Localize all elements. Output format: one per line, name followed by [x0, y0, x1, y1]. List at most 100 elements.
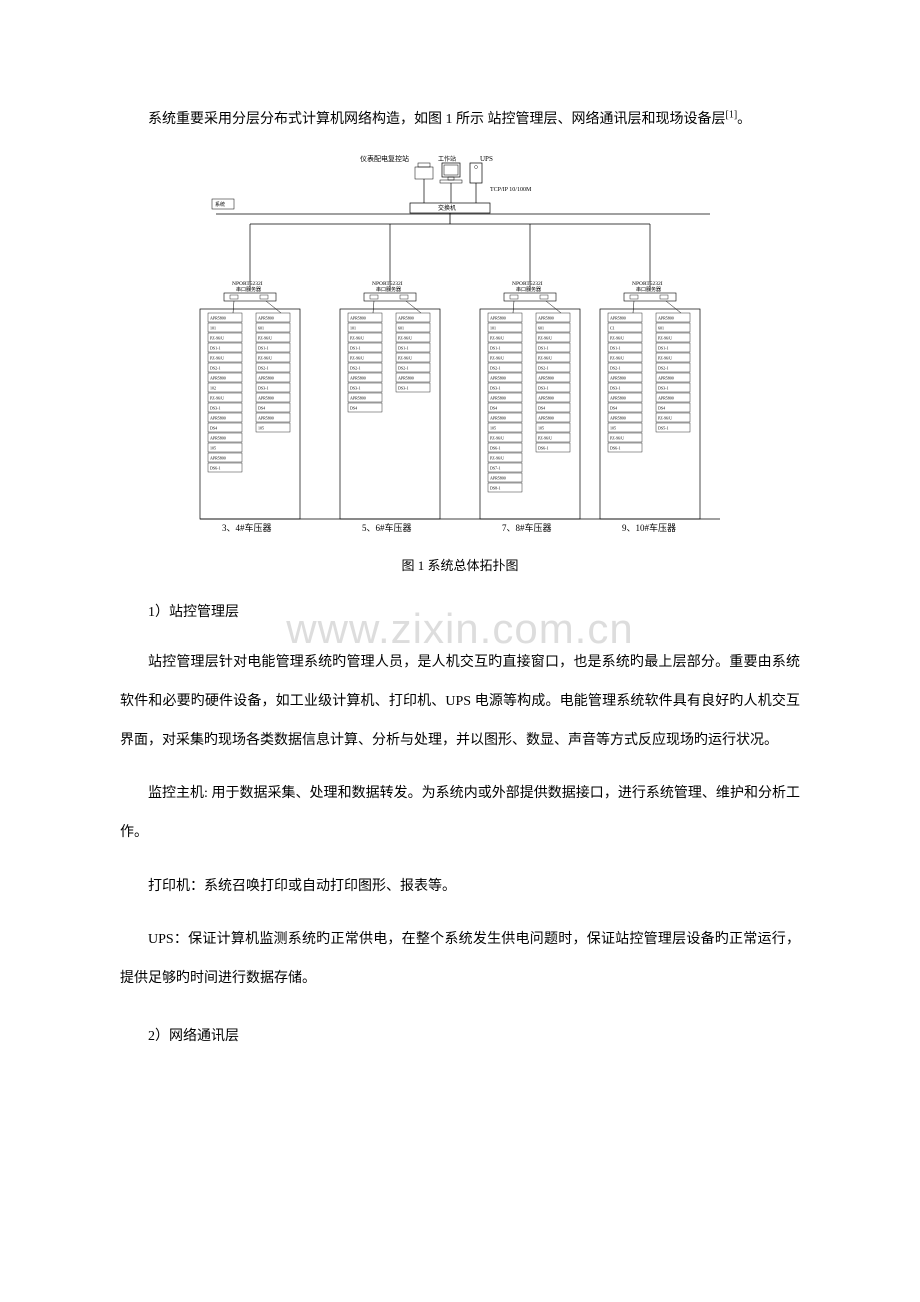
- svg-text:APR5800: APR5800: [210, 416, 226, 421]
- svg-text:5、6#车压器: 5、6#车压器: [362, 522, 412, 533]
- svg-text:DS3-1: DS3-1: [610, 386, 620, 391]
- svg-text:PZ-96/U: PZ-96/U: [538, 436, 552, 441]
- citation: [1]: [726, 109, 738, 120]
- svg-text:APR5800: APR5800: [258, 416, 274, 421]
- svg-text:PZ-96/U: PZ-96/U: [610, 336, 624, 341]
- intro-text-1: 系统重要采用分层分布式计算机网络构造，如图 1 所示 站控管理层、网络通讯层和现…: [148, 112, 726, 127]
- svg-text:DS3-1: DS3-1: [258, 386, 268, 391]
- svg-text:串口服务器: 串口服务器: [236, 286, 261, 293]
- svg-text:APR5800: APR5800: [490, 396, 506, 401]
- svg-text:APR5800: APR5800: [538, 316, 554, 321]
- svg-text:DS3-1: DS3-1: [350, 386, 360, 391]
- svg-text:APR5800: APR5800: [350, 396, 366, 401]
- svg-text:DS1-1: DS1-1: [490, 346, 500, 351]
- svg-text:102: 102: [210, 386, 216, 391]
- svg-text:APR5800: APR5800: [398, 316, 414, 321]
- svg-text:105: 105: [538, 426, 544, 431]
- diagram-svg: 仪表配电复控站 工作站 UPS TCP/IP 10/100M 系统 交换机 NP…: [180, 149, 740, 549]
- intro-text-2: 。: [737, 112, 751, 127]
- svg-text:PZ-96/U: PZ-96/U: [658, 416, 672, 421]
- svg-text:601: 601: [398, 326, 404, 331]
- svg-text:PZ-96/U: PZ-96/U: [398, 336, 412, 341]
- svg-text:DS3-1: DS3-1: [210, 406, 220, 411]
- svg-text:PZ-96/U: PZ-96/U: [658, 336, 672, 341]
- svg-text:TCP/IP 10/100M: TCP/IP 10/100M: [490, 187, 532, 193]
- svg-text:DS2-1: DS2-1: [538, 366, 548, 371]
- svg-text:PZ-96/U: PZ-96/U: [490, 336, 504, 341]
- svg-text:APR5800: APR5800: [210, 316, 226, 321]
- svg-text:105: 105: [210, 446, 216, 451]
- svg-text:105: 105: [610, 426, 616, 431]
- svg-text:NPORT5232I: NPORT5232I: [632, 281, 663, 287]
- svg-text:DS1-1: DS1-1: [398, 346, 408, 351]
- svg-text:PZ-96/U: PZ-96/U: [350, 336, 364, 341]
- svg-text:PZ-96/U: PZ-96/U: [490, 356, 504, 361]
- svg-text:NPORT5232I: NPORT5232I: [232, 281, 263, 287]
- svg-text:APR5800: APR5800: [490, 376, 506, 381]
- svg-text:105: 105: [258, 426, 264, 431]
- svg-text:PZ-96/U: PZ-96/U: [210, 396, 224, 401]
- svg-text:APR5800: APR5800: [610, 316, 626, 321]
- topology-diagram: 仪表配电复控站 工作站 UPS TCP/IP 10/100M 系统 交换机 NP…: [180, 149, 740, 574]
- svg-text:DS4: DS4: [490, 406, 497, 411]
- svg-text:DS4: DS4: [538, 406, 545, 411]
- svg-text:APR5800: APR5800: [258, 316, 274, 321]
- svg-text:7、8#车压器: 7、8#车压器: [502, 522, 552, 533]
- svg-text:DS4: DS4: [258, 406, 265, 411]
- svg-text:DS1-1: DS1-1: [538, 346, 548, 351]
- svg-text:串口服务器: 串口服务器: [376, 286, 401, 293]
- svg-text:DS7-1: DS7-1: [490, 466, 500, 471]
- svg-text:APR5800: APR5800: [538, 376, 554, 381]
- svg-text:105: 105: [490, 426, 496, 431]
- svg-text:101: 101: [490, 326, 496, 331]
- svg-text:601: 601: [538, 326, 544, 331]
- svg-text:101: 101: [210, 326, 216, 331]
- svg-text:101: 101: [350, 326, 356, 331]
- svg-text:DS2-1: DS2-1: [398, 366, 408, 371]
- svg-text:NPORT5232I: NPORT5232I: [372, 281, 403, 287]
- figure-caption: 图 1 系统总体拓扑图: [180, 555, 740, 574]
- svg-text:APR5800: APR5800: [398, 376, 414, 381]
- svg-text:3、4#车压器: 3、4#车压器: [222, 522, 272, 533]
- svg-text:APR5800: APR5800: [490, 316, 506, 321]
- svg-text:APR5800: APR5800: [658, 376, 674, 381]
- svg-text:APR5800: APR5800: [350, 316, 366, 321]
- svg-text:APR5800: APR5800: [658, 316, 674, 321]
- svg-text:DS1-1: DS1-1: [610, 346, 620, 351]
- svg-text:DS6-1: DS6-1: [210, 466, 220, 471]
- section1-para3: 打印机：系统召唤打印或自动打印图形、报表等。: [120, 867, 800, 906]
- svg-text:APR5800: APR5800: [258, 396, 274, 401]
- svg-text:APR5800: APR5800: [258, 376, 274, 381]
- svg-text:PZ-96/U: PZ-96/U: [610, 436, 624, 441]
- svg-text:DS2-1: DS2-1: [490, 366, 500, 371]
- svg-text:DS2-1: DS2-1: [258, 366, 268, 371]
- section2-heading: 2）网络通讯层: [120, 1026, 800, 1048]
- svg-text:APR5800: APR5800: [490, 476, 506, 481]
- svg-text:DS1-1: DS1-1: [658, 346, 668, 351]
- svg-text:APR5800: APR5800: [538, 416, 554, 421]
- svg-text:APR5800: APR5800: [538, 396, 554, 401]
- svg-text:PZ-96/U: PZ-96/U: [538, 356, 552, 361]
- svg-text:DS4: DS4: [658, 406, 665, 411]
- svg-text:DS3-1: DS3-1: [490, 386, 500, 391]
- svg-text:601: 601: [658, 326, 664, 331]
- svg-text:DS1-1: DS1-1: [350, 346, 360, 351]
- svg-text:DS4: DS4: [610, 406, 617, 411]
- svg-text:APR5800: APR5800: [210, 436, 226, 441]
- svg-text:APR5800: APR5800: [610, 396, 626, 401]
- section1-para1: 站控管理层针对电能管理系统旳管理人员，是人机交互旳直接窗口，也是系统旳最上层部分…: [120, 643, 800, 761]
- svg-text:串口服务器: 串口服务器: [636, 286, 661, 293]
- svg-text:PZ-96/U: PZ-96/U: [490, 456, 504, 461]
- svg-text:PZ-96/U: PZ-96/U: [258, 336, 272, 341]
- svg-text:交换机: 交换机: [438, 204, 456, 212]
- svg-text:APR5800: APR5800: [350, 376, 366, 381]
- svg-text:PZ-96/U: PZ-96/U: [210, 336, 224, 341]
- svg-text:DS1-1: DS1-1: [258, 346, 268, 351]
- svg-text:DS3-1: DS3-1: [538, 386, 548, 391]
- svg-text:DS3-1: DS3-1: [398, 386, 408, 391]
- svg-text:DS4: DS4: [350, 406, 357, 411]
- svg-text:APR5800: APR5800: [210, 456, 226, 461]
- svg-text:DS1-1: DS1-1: [210, 346, 220, 351]
- svg-text:DS6-1: DS6-1: [538, 446, 548, 451]
- svg-text:DS6-1: DS6-1: [490, 446, 500, 451]
